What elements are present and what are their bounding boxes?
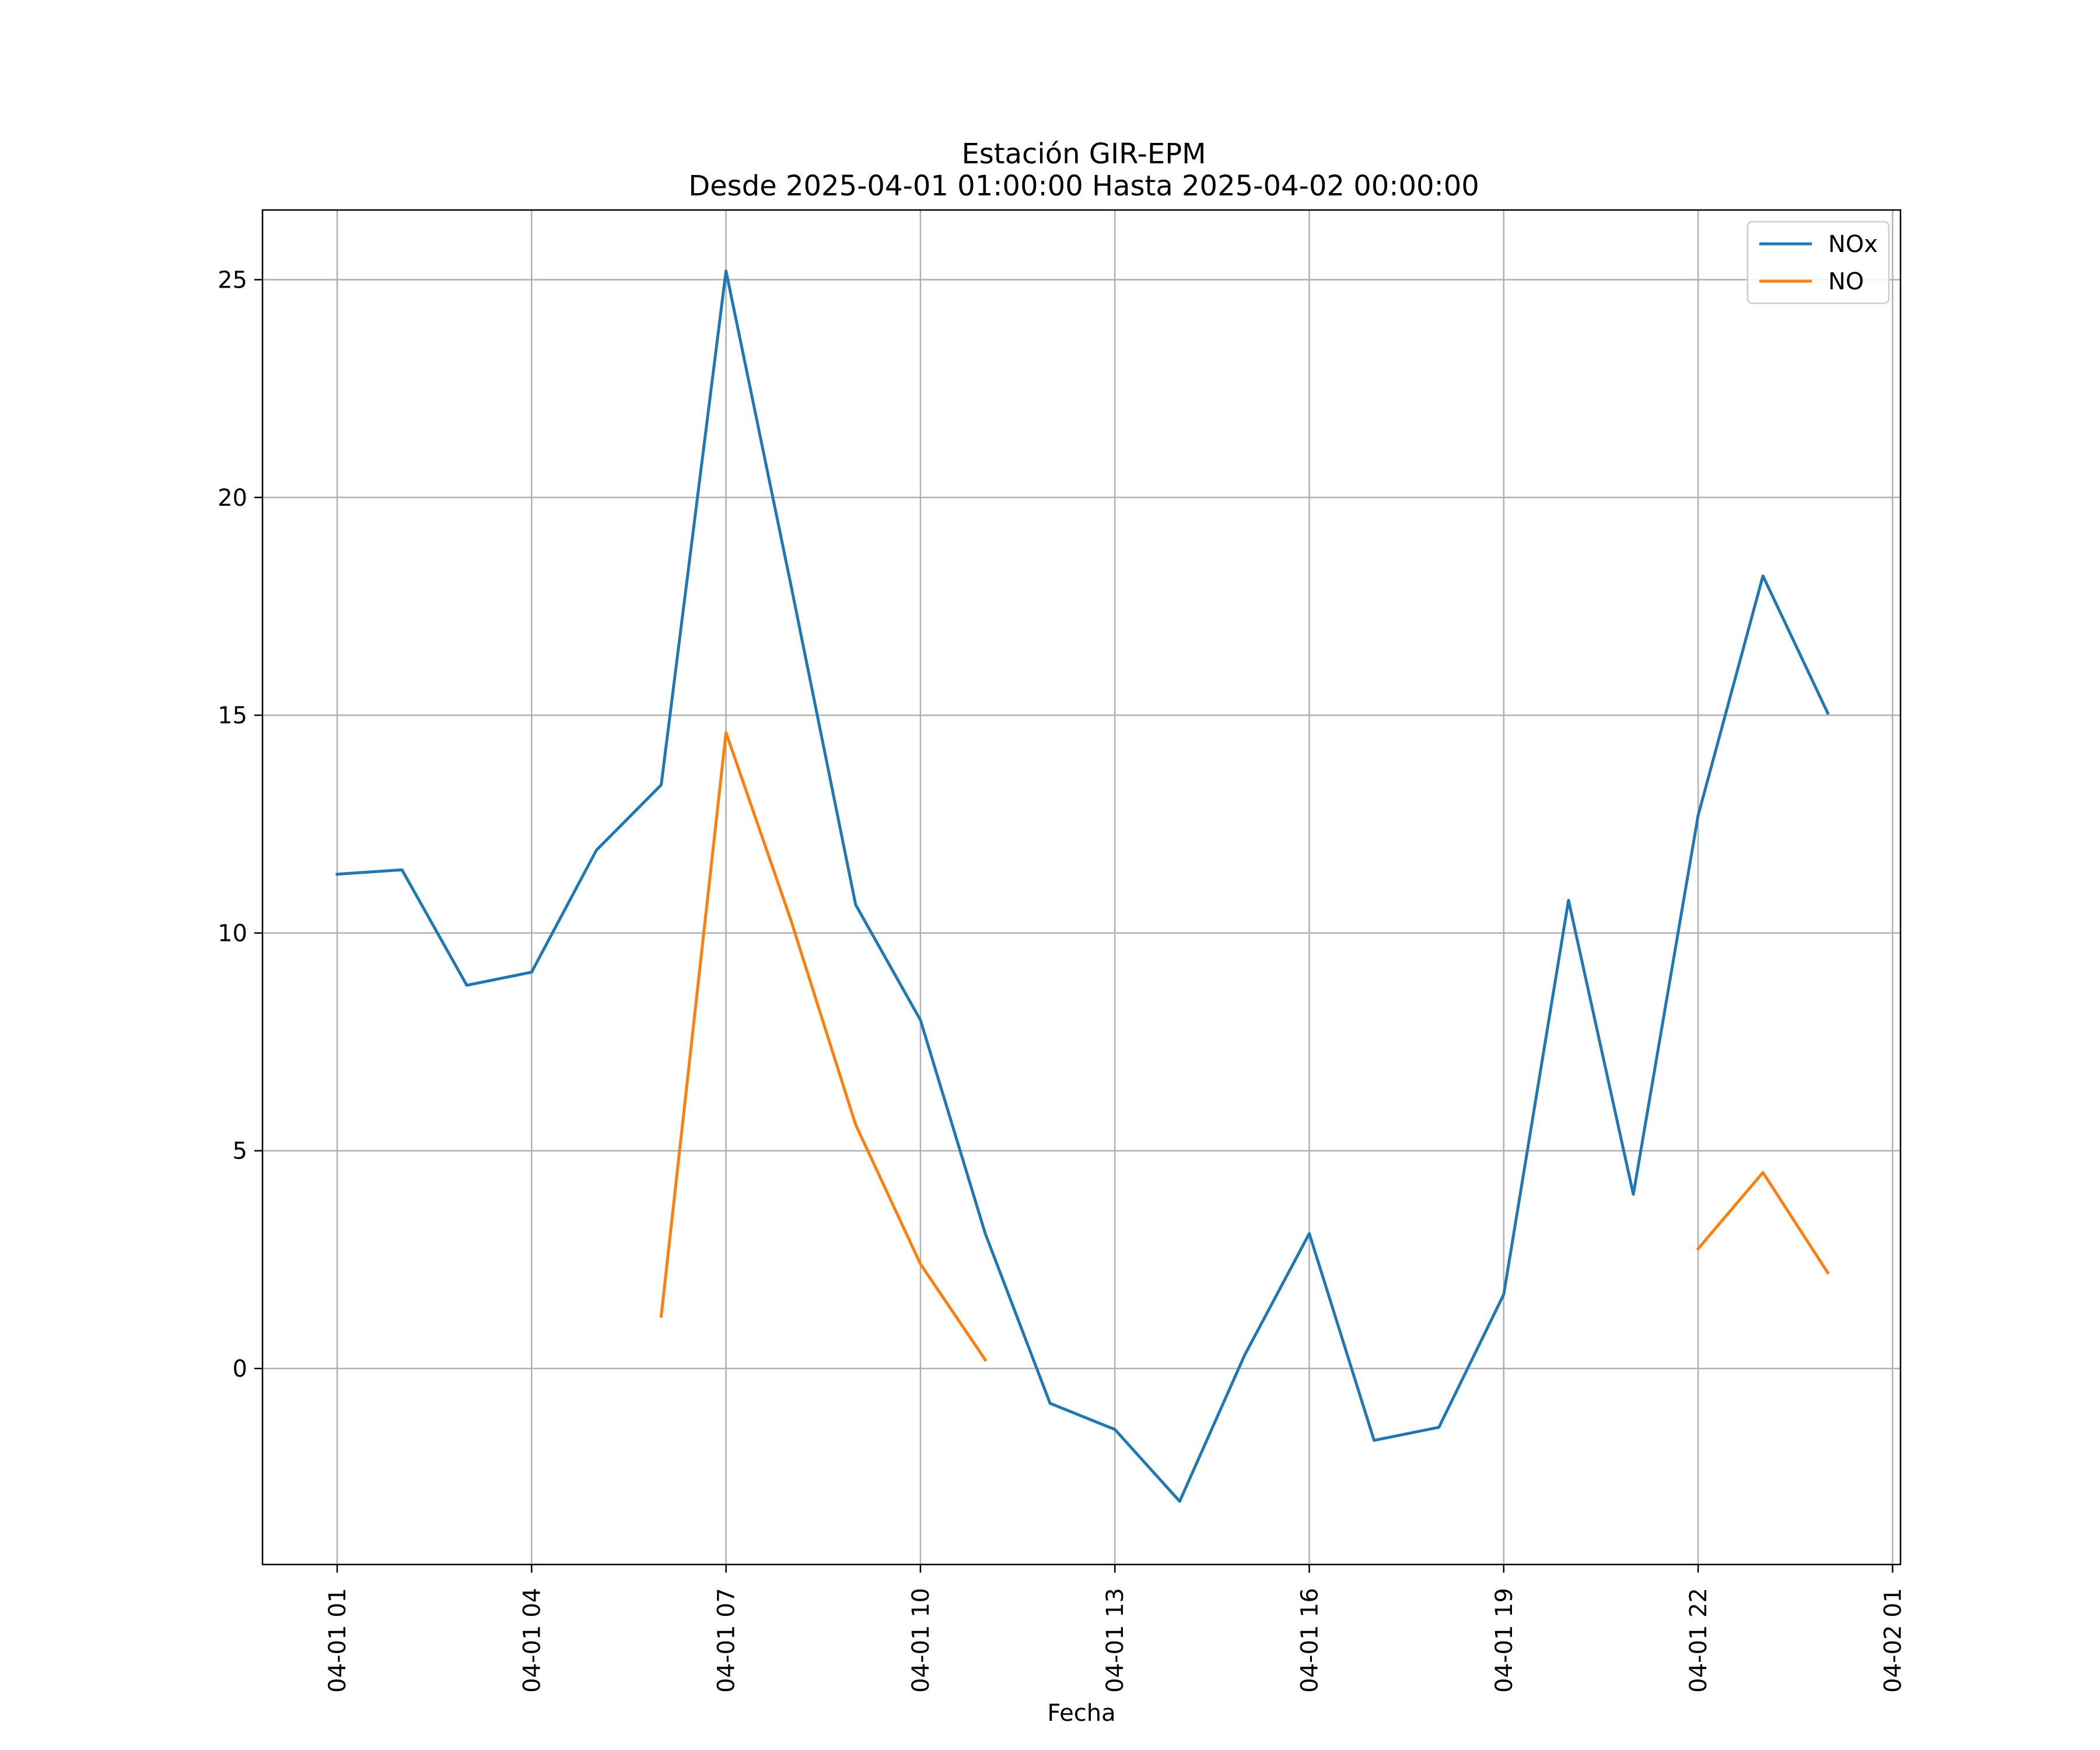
x-tick-label: 04-01 01 — [324, 1588, 351, 1693]
chart-subtitle: Desde 2025-04-01 01:00:00 Hasta 2025-04-… — [688, 170, 1479, 202]
x-axis: 04-01 01 04-01 04 04-01 07 04-01 10 04-01 13… — [324, 1564, 1906, 1693]
legend-label-no: NO — [1828, 268, 1864, 295]
series-line-no — [659, 731, 988, 1362]
series-nox — [335, 270, 1830, 1503]
series-line-no — [1696, 1171, 1830, 1275]
series-line-nox — [335, 270, 1830, 1503]
grid-lines — [262, 210, 1901, 1564]
x-tick-label: 04-01 19 — [1491, 1588, 1518, 1693]
chart-legend: NOx NO — [1746, 220, 1890, 304]
x-tick-label: 04-01 04 — [519, 1588, 545, 1693]
plot-series — [335, 270, 1830, 1503]
x-tick-label: 04-01 16 — [1297, 1588, 1324, 1693]
x-tick-label: 04-01 13 — [1102, 1588, 1129, 1693]
x-tick-label: 04-02 01 — [1880, 1588, 1906, 1693]
y-tick-label: 5 — [233, 1138, 247, 1165]
legend-label-nox: NOx — [1828, 231, 1878, 258]
y-tick-label: 0 — [233, 1356, 247, 1382]
chart-title: Estación GIR-EPM — [961, 138, 1206, 170]
y-tick-label: 15 — [218, 702, 247, 729]
series-no — [659, 731, 1830, 1362]
y-tick-label: 25 — [218, 267, 247, 293]
y-axis: 0 5 10 15 20 25 — [218, 267, 262, 1382]
x-tick-label: 04-01 10 — [908, 1588, 935, 1693]
plot-frame — [261, 209, 1902, 1566]
x-tick-label: 04-01 22 — [1685, 1588, 1712, 1693]
x-axis-label: Fecha — [1047, 1700, 1115, 1727]
y-tick-label: 20 — [218, 485, 247, 512]
y-tick-label: 10 — [218, 920, 247, 947]
legend-box — [1746, 220, 1890, 304]
x-tick-label: 04-01 07 — [713, 1588, 740, 1693]
